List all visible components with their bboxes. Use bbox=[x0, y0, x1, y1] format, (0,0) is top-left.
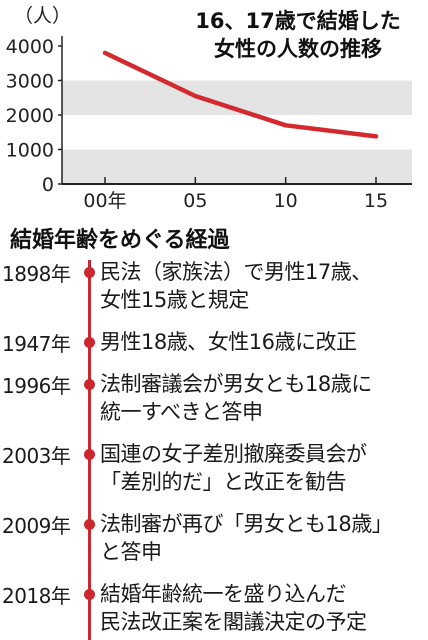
timeline-dot bbox=[84, 267, 95, 278]
event-year: 1996年 bbox=[2, 374, 71, 398]
y-tick-label: 0 bbox=[42, 174, 54, 196]
x-axis-ticks: 00年 05 10 15 bbox=[83, 177, 388, 212]
timeline-dot bbox=[84, 449, 95, 460]
chart-title-line-2: 女性の人数の推移 bbox=[214, 37, 382, 61]
event-year: 2018年 bbox=[2, 584, 71, 608]
event-year: 1898年 bbox=[2, 262, 71, 286]
event-year: 2003年 bbox=[2, 444, 71, 468]
y-tick-label: 4000 bbox=[6, 36, 54, 58]
x-tick-label: 05 bbox=[183, 190, 207, 212]
grid-band bbox=[62, 149, 412, 184]
timeline-heading: 結婚年齢をめぐる経過 bbox=[10, 228, 230, 253]
y-unit-label: （人） bbox=[14, 5, 71, 27]
timeline-dot bbox=[84, 519, 95, 530]
y-axis-ticks: 4000 3000 2000 1000 0 bbox=[6, 36, 62, 196]
event-year: 2009年 bbox=[2, 514, 71, 538]
x-tick-label: 00年 bbox=[83, 190, 126, 212]
y-tick-label: 3000 bbox=[6, 71, 54, 93]
event-description: 法制審議会が男女とも18歳に 統一すべきと答申 bbox=[100, 372, 372, 424]
timeline-dot bbox=[84, 589, 95, 600]
event-description: 男性18歳、女性16歳に改正 bbox=[100, 330, 357, 354]
event-description: 国連の女子差別撤廃委員会が 「差別的だ」と改正を勧告 bbox=[100, 442, 367, 494]
chart-title-line-1: 16、17歳で結婚した bbox=[195, 9, 400, 33]
y-tick-label: 1000 bbox=[6, 140, 54, 162]
x-tick-label: 15 bbox=[364, 190, 388, 212]
event-description: 法制審が再び「男女とも18歳」 と答申 bbox=[100, 512, 393, 564]
timeline-dot bbox=[84, 337, 95, 348]
event-description: 民法（家族法）で男性17歳、 女性15歳と規定 bbox=[100, 260, 372, 312]
event-description: 結婚年齢統一を盛り込んだ 民法改正案を閣議決定の予定 bbox=[100, 582, 367, 634]
grid-bands bbox=[62, 80, 412, 184]
event-year: 1947年 bbox=[2, 332, 71, 356]
timeline-dot bbox=[84, 379, 95, 390]
y-tick-label: 2000 bbox=[6, 105, 54, 127]
x-tick-label: 10 bbox=[274, 190, 298, 212]
line-chart: 4000 3000 2000 1000 0 00年 05 10 15 （人） 16、17歳で結… bbox=[6, 5, 412, 212]
timeline: 1898年 民法（家族法）で男性17歳、 女性15歳と規定 1947年 男性18歳、女… bbox=[0, 258, 428, 640]
series-line bbox=[102, 50, 379, 139]
